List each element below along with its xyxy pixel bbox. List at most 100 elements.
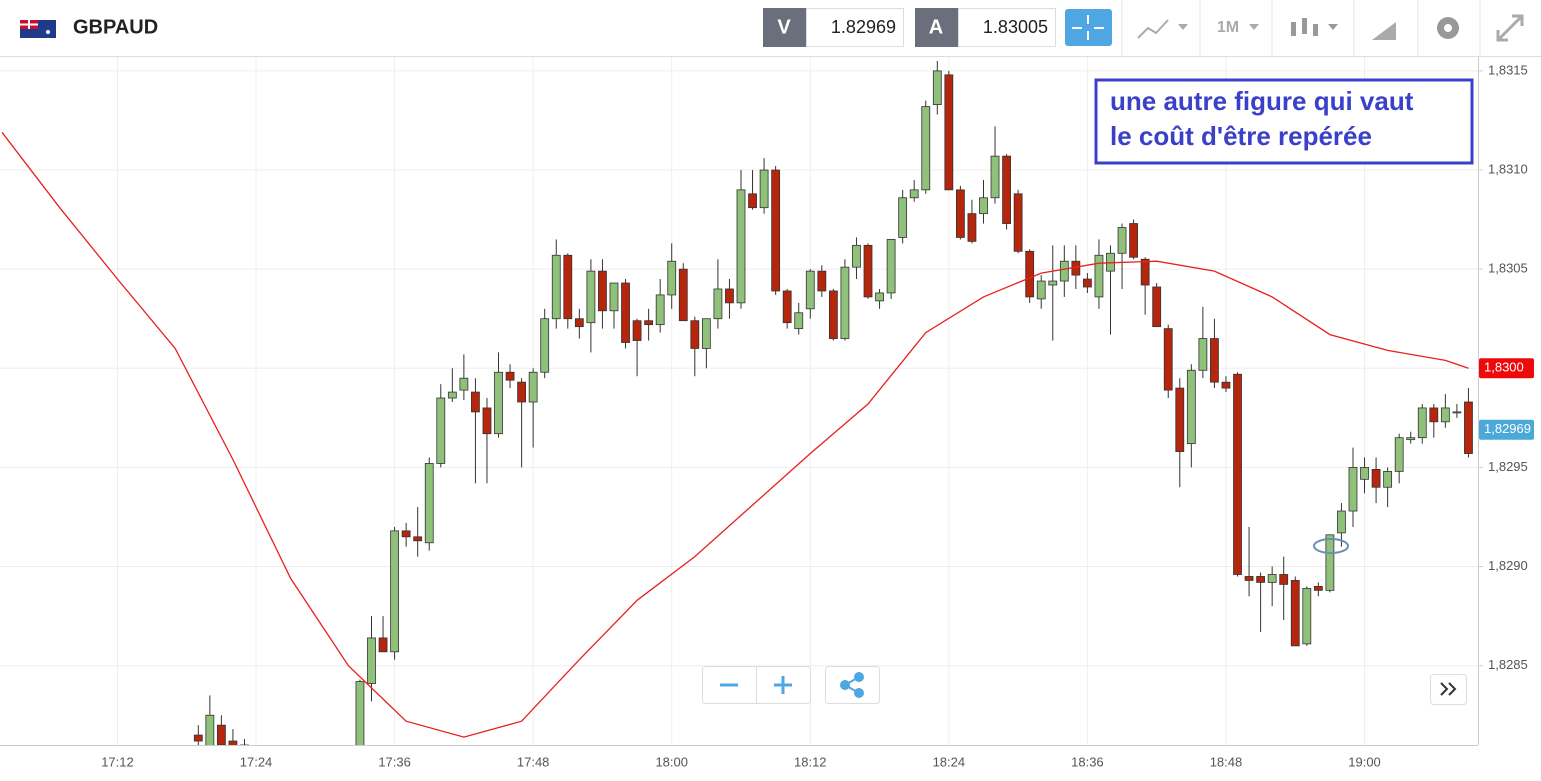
- candle-body: [1348, 467, 1358, 512]
- candle-body: [401, 530, 411, 538]
- candle-body: [1059, 260, 1069, 282]
- scroll-end-button[interactable]: [1430, 674, 1467, 705]
- fullscreen-button[interactable]: [1496, 14, 1524, 42]
- bid: 1.82969: [831, 17, 896, 37]
- x-tick-label: 19:00: [1348, 754, 1381, 769]
- candle-body: [390, 530, 399, 653]
- crosshair-button[interactable]: [1065, 9, 1112, 46]
- highlight-ellipse: [1313, 538, 1349, 554]
- candle-body: [979, 197, 988, 215]
- x-tick-label: 18:48: [1210, 754, 1243, 769]
- candle-body: [355, 681, 365, 745]
- ask-box[interactable]: [958, 8, 1056, 47]
- candle-body: [471, 391, 480, 413]
- candle-body: [505, 371, 515, 381]
- share-icon: [840, 672, 864, 698]
- plot: [1, 60, 1473, 745]
- candle-body: [1048, 280, 1058, 286]
- candle-body: [655, 294, 665, 326]
- candle-body: [1406, 437, 1416, 441]
- price-tag-label: 1,82969: [1484, 421, 1531, 436]
- candle-body: [1233, 373, 1242, 575]
- candle-body: [621, 282, 630, 343]
- settings-button[interactable]: [1437, 17, 1459, 39]
- x-tick-label: 17:24: [240, 754, 273, 769]
- candle-body: [782, 290, 792, 324]
- candle-body: [1002, 155, 1011, 224]
- chart-type-button[interactable]: [1291, 18, 1338, 36]
- candle-body: [967, 213, 977, 242]
- candle-body: [1221, 381, 1231, 389]
- draw-button[interactable]: [1372, 22, 1396, 40]
- candle-body: [216, 724, 226, 745]
- candle-body: [517, 381, 527, 403]
- candle-body: [1325, 534, 1335, 591]
- candle-body: [944, 74, 954, 191]
- candle-body: [1013, 193, 1023, 252]
- candle-body: [805, 270, 815, 310]
- timeframe[interactable]: 1M: [1217, 19, 1239, 36]
- candle-body: [228, 740, 238, 745]
- candle-body: [1360, 467, 1369, 480]
- price-tag: [1479, 419, 1534, 440]
- candle-body: [1464, 401, 1473, 454]
- candle-body: [447, 391, 457, 399]
- candle-body: [528, 371, 538, 403]
- candle-body: [886, 239, 896, 294]
- zoom-in[interactable]: [774, 676, 792, 694]
- candle-body: [1210, 338, 1219, 383]
- candle-body: [367, 637, 376, 684]
- annotation-line: le coût d'être repérée: [1110, 121, 1372, 151]
- grid: [0, 57, 1478, 745]
- candle-body: [909, 189, 919, 199]
- candle-body: [1152, 286, 1162, 328]
- candle-body: [1417, 407, 1427, 439]
- candle-body: [690, 320, 700, 349]
- candle-body: [1198, 338, 1208, 371]
- candle-body: [921, 106, 931, 191]
- x-tick-label: 17:36: [378, 754, 411, 769]
- annotation-box: [1094, 78, 1474, 165]
- bid-label: V: [777, 16, 791, 38]
- candle-body: [1302, 587, 1312, 645]
- candle-body: [817, 270, 827, 292]
- candle-body: [852, 244, 861, 268]
- candle-body: [459, 377, 469, 391]
- x-tick-label: 18:00: [655, 754, 688, 769]
- flag: [20, 20, 56, 38]
- candle-body: [794, 312, 804, 330]
- candle-body: [990, 155, 1000, 199]
- candle-body: [759, 169, 769, 209]
- indicator-button[interactable]: [1137, 19, 1188, 39]
- bid-label-bg: [763, 8, 806, 47]
- annotation: une autre figure qui vaut le coût d'être…: [1094, 78, 1474, 165]
- candle-body: [1279, 574, 1289, 585]
- axes-labels: 17:12 17:24 17:36 17:48 18:00 18:12 18:24 18:36…: [101, 62, 1534, 769]
- y-tick-label: 1,8290: [1488, 558, 1528, 573]
- candle-body: [932, 70, 942, 105]
- candle-body: [413, 536, 423, 542]
- candle-body: [632, 320, 642, 341]
- candle-body: [1429, 407, 1439, 423]
- candle-body: [771, 169, 781, 292]
- y-tick-label: 1,8295: [1488, 459, 1528, 474]
- candle-body: [1290, 580, 1300, 647]
- candle-body: [1025, 250, 1035, 298]
- y-tick-label: 1,8285: [1488, 657, 1528, 672]
- x-tick-label: 17:48: [517, 754, 550, 769]
- candle-body: [1337, 510, 1346, 534]
- candle-body: [1129, 223, 1138, 258]
- x-tick-label: 18:36: [1071, 754, 1104, 769]
- ask: 1.83005: [983, 17, 1048, 37]
- candle-body: [609, 282, 619, 312]
- candle-body: [1140, 258, 1150, 286]
- bid-box[interactable]: [806, 8, 904, 47]
- candle-body: [540, 318, 550, 373]
- candle-body: [240, 744, 249, 745]
- share-button[interactable]: [825, 666, 880, 704]
- candle-body: [1267, 574, 1277, 583]
- moving-average: [1, 131, 1469, 738]
- ask-label: A: [929, 16, 943, 38]
